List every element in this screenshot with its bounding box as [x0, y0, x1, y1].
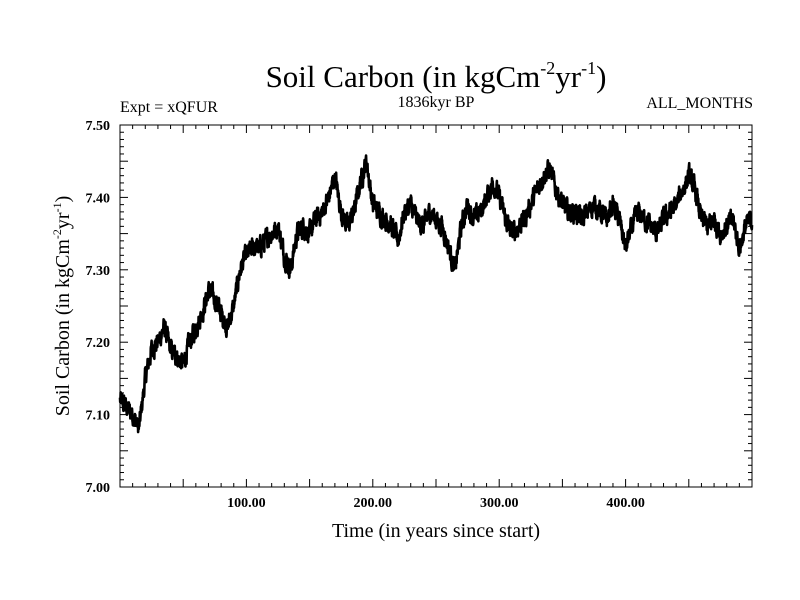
y-tick-label: 7.50 [86, 119, 111, 134]
x-axis: 100.00 200.00 300.00 400.00 [119, 125, 753, 511]
y-axis: 7.00 7.10 7.20 7.30 7.40 7.50 [86, 119, 752, 496]
y-tick-label: 7.10 [86, 409, 111, 424]
x-tick-label: 400.00 [606, 496, 645, 511]
y-tick-label: 7.20 [86, 336, 111, 351]
experiment-label: Expt = xQFUR [120, 99, 218, 116]
y-tick-label: 7.40 [86, 191, 111, 206]
x-tick-label: 100.00 [227, 496, 266, 511]
x-tick-label: 300.00 [480, 496, 519, 511]
y-tick-label: 7.30 [86, 264, 111, 279]
chart-title: Soil Carbon (in kgCm-2yr-1) [266, 58, 607, 94]
months-label: ALL_MONTHS [646, 95, 753, 112]
series-line-soil-carbon [118, 154, 754, 434]
x-axis-label: Time (in years since start) [332, 520, 540, 542]
period-label: 1836kyr BP [398, 94, 475, 111]
y-tick-label: 7.00 [86, 481, 111, 496]
y-axis-label: Soil Carbon (in kgCm-2yr-1) [50, 196, 74, 417]
x-tick-label: 200.00 [354, 496, 393, 511]
